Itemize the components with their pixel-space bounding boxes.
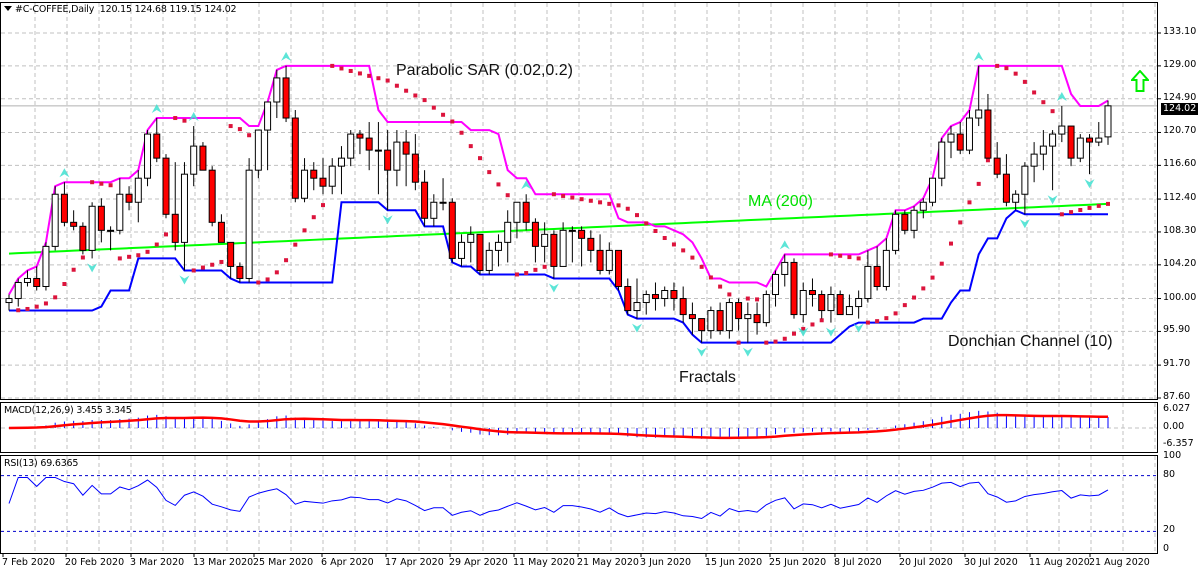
price-tick: 104.20 xyxy=(1163,257,1197,269)
time-label: 20 Feb 2020 xyxy=(65,557,125,568)
macd-tick: -6.357 xyxy=(1163,438,1194,449)
ohlc-values: 120.15 124.68 119.15 124.02 xyxy=(99,4,237,15)
rsi-tick: 20 xyxy=(1163,524,1176,536)
price-tick: 120.70 xyxy=(1163,125,1197,137)
time-label: 13 Mar 2020 xyxy=(193,557,254,568)
time-label: 11 Aug 2020 xyxy=(1029,557,1090,568)
up-arrow-signal-icon xyxy=(1131,70,1149,92)
time-label: 29 Apr 2020 xyxy=(449,557,508,568)
rsi-tick: 80 xyxy=(1163,468,1176,480)
time-label: 3 Mar 2020 xyxy=(130,557,185,568)
parabolic-sar-dots xyxy=(16,63,1110,345)
annotation-fractals: Fractals xyxy=(679,369,736,386)
time-label: 17 Apr 2020 xyxy=(385,557,444,568)
rsi-label: RSI(13) 69.6365 xyxy=(4,458,79,469)
time-label: 20 Jul 2020 xyxy=(899,557,953,568)
time-label: 25 Mar 2020 xyxy=(253,557,314,568)
time-label: 3 Jun 2020 xyxy=(640,557,692,568)
symbol-label: #C-COFFEE,Daily xyxy=(15,4,95,15)
macd-signal-line xyxy=(8,413,1109,440)
time-label: 7 Feb 2020 xyxy=(2,557,56,568)
price-tick: 108.30 xyxy=(1163,224,1197,236)
chart-header: #C-COFFEE,Daily 120.15 124.68 119.15 124… xyxy=(4,4,237,15)
time-label: 25 Jun 2020 xyxy=(769,557,827,568)
macd-tick: 6.027 xyxy=(1163,403,1191,414)
time-label: 6 Apr 2020 xyxy=(321,557,374,568)
fractal-markers xyxy=(59,51,1095,357)
macd-tick: 0.00 xyxy=(1163,421,1185,432)
price-tick: 112.40 xyxy=(1163,192,1197,204)
price-tick: 91.70 xyxy=(1163,358,1191,370)
rsi-line xyxy=(8,476,1109,520)
price-tick: 133.10 xyxy=(1163,26,1197,37)
time-label: 15 Jun 2020 xyxy=(705,557,763,568)
price-tick: 124.90 xyxy=(1163,91,1197,103)
annotation-ma: MA (200) xyxy=(748,193,813,210)
price-tick: 100.00 xyxy=(1163,291,1197,303)
price-tick: 129.00 xyxy=(1163,58,1197,70)
time-label: 11 May 2020 xyxy=(513,557,575,568)
time-label: 21 May 2020 xyxy=(577,557,639,568)
current-price-tag: 124.02 xyxy=(1161,103,1199,115)
ma-200-line xyxy=(8,202,1109,255)
price-tick: 116.60 xyxy=(1163,158,1197,170)
annotation-parabolic-sar: Parabolic SAR (0.02,0.2) xyxy=(396,62,573,79)
time-label: 8 Jul 2020 xyxy=(834,557,882,568)
time-label: 30 Jul 2020 xyxy=(964,557,1018,568)
price-tick: 87.60 xyxy=(1163,391,1191,402)
candlesticks xyxy=(5,65,1112,343)
macd-label: MACD(12,26,9) 3.455 3.345 xyxy=(4,405,132,416)
rsi-tick: 100 xyxy=(1163,450,1182,461)
collapse-triangle-icon[interactable] xyxy=(4,6,12,11)
time-label: 21 Aug 2020 xyxy=(1089,557,1150,568)
annotation-donchian: Donchian Channel (10) xyxy=(948,333,1113,350)
price-tick: 95.90 xyxy=(1163,324,1191,336)
rsi-tick: 0 xyxy=(1163,543,1170,554)
